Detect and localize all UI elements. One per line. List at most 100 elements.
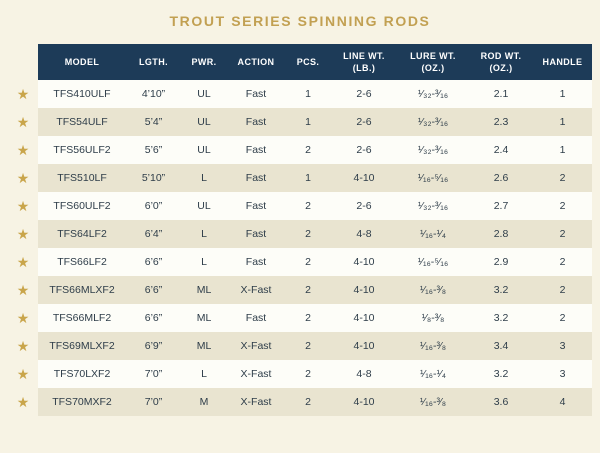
featured-star-icon: ★	[16, 169, 30, 186]
cell-length: 6’6”	[126, 276, 181, 304]
cell-rod-wt: 2.4	[469, 136, 533, 164]
cell-power: UL	[181, 192, 227, 220]
col-header-lure-wt: LURE WT. (OZ.)	[397, 44, 469, 80]
cell-handle: 2	[533, 164, 592, 192]
table-row: ★ TFS510LF 5’10” L Fast 1 4-10 ¹⁄₁₆-⁵⁄₁₆ 2.6 2	[8, 164, 592, 192]
spec-table: MODEL LGTH. PWR. ACTION PCS. LINE WT. (LB…	[8, 44, 592, 416]
cell-pieces: 2	[285, 360, 331, 388]
cell-length: 5’4”	[126, 108, 181, 136]
cell-model: TFS64LF2	[38, 220, 126, 248]
cell-line-wt: 2-6	[331, 80, 397, 108]
cell-handle: 2	[533, 192, 592, 220]
cell-action: X-Fast	[227, 388, 285, 416]
cell-rod-wt: 2.8	[469, 220, 533, 248]
featured-star-icon: ★	[16, 141, 30, 158]
featured-star-icon: ★	[16, 365, 30, 382]
cell-action: X-Fast	[227, 276, 285, 304]
table-row: ★ TFS64LF2 6’4” L Fast 2 4-8 ¹⁄₁₆-¹⁄₄ 2.8 2	[8, 220, 592, 248]
cell-handle: 3	[533, 332, 592, 360]
cell-power: ML	[181, 276, 227, 304]
cell-rod-wt: 2.6	[469, 164, 533, 192]
cell-lure-wt: ¹⁄₁₆-⁵⁄₁₆	[397, 164, 469, 192]
cell-line-wt: 4-8	[331, 220, 397, 248]
cell-length: 4’10”	[126, 80, 181, 108]
table-row: ★ TFS69MLXF2 6’9” ML X-Fast 2 4-10 ¹⁄₁₆-³⁄₈ 3.4 3	[8, 332, 592, 360]
cell-power: L	[181, 248, 227, 276]
cell-lure-wt: ¹⁄₃₂-³⁄₁₆	[397, 108, 469, 136]
cell-pieces: 2	[285, 192, 331, 220]
cell-line-wt: 4-10	[331, 164, 397, 192]
col-header-handle: HANDLE	[533, 44, 592, 80]
cell-handle: 4	[533, 388, 592, 416]
table-row: ★ TFS56ULF2 5’6” UL Fast 2 2-6 ¹⁄₃₂-³⁄₁₆ 2.4 1	[8, 136, 592, 164]
col-header-power: PWR.	[181, 44, 227, 80]
cell-model: TFS66MLF2	[38, 304, 126, 332]
featured-star-icon: ★	[16, 85, 30, 102]
table-row: ★ TFS66MLXF2 6’6” ML X-Fast 2 4-10 ¹⁄₁₆-³⁄₈ 3.2 2	[8, 276, 592, 304]
cell-length: 6’0”	[126, 192, 181, 220]
cell-line-wt: 4-10	[331, 388, 397, 416]
cell-handle: 1	[533, 136, 592, 164]
table-row: ★ TFS60ULF2 6’0” UL Fast 2 2-6 ¹⁄₃₂-³⁄₁₆ 2.7 2	[8, 192, 592, 220]
cell-action: Fast	[227, 80, 285, 108]
col-header-pieces: PCS.	[285, 44, 331, 80]
cell-power: L	[181, 360, 227, 388]
cell-action: X-Fast	[227, 332, 285, 360]
cell-handle: 2	[533, 248, 592, 276]
table-row: ★ TFS70MXF2 7’0” M X-Fast 2 4-10 ¹⁄₁₆-³⁄₈ 3.6 4	[8, 388, 592, 416]
cell-lure-wt: ¹⁄₃₂-³⁄₁₆	[397, 136, 469, 164]
cell-length: 7’0”	[126, 388, 181, 416]
table-row: ★ TFS54ULF 5’4” UL Fast 1 2-6 ¹⁄₃₂-³⁄₁₆ 2.3 1	[8, 108, 592, 136]
cell-length: 5’6”	[126, 136, 181, 164]
cell-line-wt: 2-6	[331, 192, 397, 220]
cell-rod-wt: 2.1	[469, 80, 533, 108]
cell-pieces: 2	[285, 136, 331, 164]
cell-line-wt: 2-6	[331, 108, 397, 136]
cell-length: 6’9”	[126, 332, 181, 360]
featured-star-icon: ★	[16, 253, 30, 270]
cell-action: Fast	[227, 164, 285, 192]
cell-rod-wt: 3.6	[469, 388, 533, 416]
page-title: TROUT SERIES SPINNING RODS	[169, 13, 431, 29]
cell-model: TFS510LF	[38, 164, 126, 192]
cell-action: Fast	[227, 108, 285, 136]
col-header-model: MODEL	[38, 44, 126, 80]
cell-rod-wt: 3.2	[469, 360, 533, 388]
cell-lure-wt: ¹⁄₁₆-³⁄₈	[397, 332, 469, 360]
cell-pieces: 2	[285, 220, 331, 248]
cell-model: TFS60ULF2	[38, 192, 126, 220]
cell-pieces: 2	[285, 248, 331, 276]
cell-rod-wt: 2.7	[469, 192, 533, 220]
cell-handle: 1	[533, 108, 592, 136]
cell-handle: 2	[533, 220, 592, 248]
cell-length: 6’6”	[126, 248, 181, 276]
cell-pieces: 1	[285, 164, 331, 192]
table-row: ★ TFS66LF2 6’6” L Fast 2 4-10 ¹⁄₁₆-⁵⁄₁₆ 2.9 2	[8, 248, 592, 276]
cell-handle: 1	[533, 80, 592, 108]
table-row: ★ TFS70LXF2 7’0” L X-Fast 2 4-8 ¹⁄₁₆-¹⁄₄ 3.2 3	[8, 360, 592, 388]
cell-power: L	[181, 220, 227, 248]
cell-rod-wt: 3.2	[469, 276, 533, 304]
cell-model: TFS66MLXF2	[38, 276, 126, 304]
cell-model: TFS410ULF	[38, 80, 126, 108]
col-header-line-wt: LINE WT. (LB.)	[331, 44, 397, 80]
cell-rod-wt: 2.3	[469, 108, 533, 136]
featured-star-icon: ★	[16, 393, 30, 410]
cell-model: TFS66LF2	[38, 248, 126, 276]
cell-handle: 2	[533, 276, 592, 304]
table-row: ★ TFS410ULF 4’10” UL Fast 1 2-6 ¹⁄₃₂-³⁄₁₆ 2.1 1	[8, 80, 592, 108]
cell-pieces: 2	[285, 304, 331, 332]
cell-power: UL	[181, 108, 227, 136]
table-row: ★ TFS66MLF2 6’6” ML Fast 2 4-10 ¹⁄₈-³⁄₈ 3.2 2	[8, 304, 592, 332]
cell-action: X-Fast	[227, 360, 285, 388]
featured-star-icon: ★	[16, 337, 30, 354]
cell-lure-wt: ¹⁄₁₆-³⁄₈	[397, 388, 469, 416]
cell-lure-wt: ¹⁄₃₂-³⁄₁₆	[397, 80, 469, 108]
featured-star-icon: ★	[16, 113, 30, 130]
cell-pieces: 1	[285, 108, 331, 136]
cell-lure-wt: ¹⁄₁₆-³⁄₈	[397, 276, 469, 304]
cell-model: TFS70MXF2	[38, 388, 126, 416]
cell-power: L	[181, 164, 227, 192]
cell-lure-wt: ¹⁄₁₆-¹⁄₄	[397, 360, 469, 388]
cell-rod-wt: 2.9	[469, 248, 533, 276]
